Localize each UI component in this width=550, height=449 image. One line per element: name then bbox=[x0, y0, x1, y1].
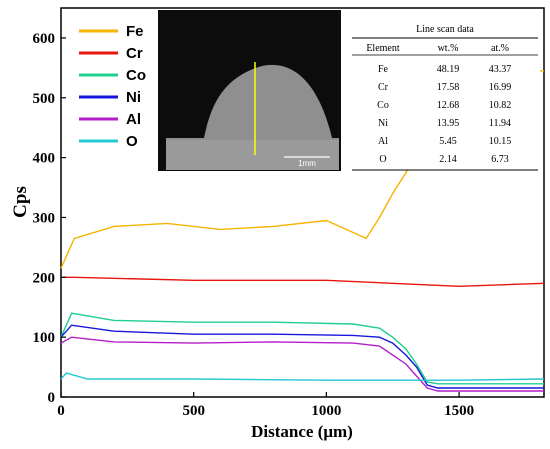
line-scan-table: Line scan data Element wt.% at.% Fe 48.19 43.… bbox=[350, 18, 540, 171]
legend-label-cr: Cr bbox=[126, 45, 143, 62]
table-cell: 48.19 bbox=[437, 64, 460, 75]
table-header: wt.% bbox=[438, 43, 459, 54]
x-tick-label: 1500 bbox=[444, 403, 474, 419]
table-cell: Fe bbox=[378, 64, 389, 75]
table-cell: 10.15 bbox=[489, 136, 512, 147]
table-cell: 43.37 bbox=[489, 64, 512, 75]
table-cell: 6.73 bbox=[491, 154, 509, 165]
legend-label-al: Al bbox=[126, 111, 141, 128]
legend-label-o: O bbox=[126, 133, 138, 150]
y-tick-label: 100 bbox=[33, 330, 56, 346]
y-tick-label: 400 bbox=[33, 151, 56, 167]
series-line-ni bbox=[60, 324, 544, 389]
table-cell: Cr bbox=[378, 82, 389, 93]
table-header: at.% bbox=[491, 43, 509, 54]
table-background bbox=[350, 18, 540, 170]
series-line-o bbox=[60, 372, 545, 381]
legend-label-co: Co bbox=[126, 67, 146, 84]
inset-scale-label: 1mm bbox=[298, 159, 316, 168]
x-tick-label: 0 bbox=[57, 403, 65, 419]
y-tick-label: 0 bbox=[48, 390, 56, 406]
series-line-al bbox=[60, 336, 544, 392]
table-cell: 10.82 bbox=[489, 100, 512, 111]
legend-label-ni: Ni bbox=[126, 89, 141, 106]
legend-label-fe: Fe bbox=[126, 23, 144, 40]
table-cell: 2.14 bbox=[439, 154, 457, 165]
table-cell: 11.94 bbox=[489, 118, 511, 129]
x-tick-label: 1000 bbox=[311, 403, 341, 419]
y-tick-label: 200 bbox=[33, 270, 56, 286]
table-cell: Ni bbox=[378, 118, 388, 129]
table-cell: O bbox=[379, 154, 386, 165]
axis-ticks: 0 500 1000 1500 0 100 200 300 400 500 600 bbox=[33, 31, 475, 419]
table-cell: Co bbox=[377, 100, 389, 111]
y-tick-label: 300 bbox=[33, 210, 56, 226]
table-header: Element bbox=[366, 43, 400, 54]
series-line-cr bbox=[61, 276, 545, 288]
table-cell: Al bbox=[378, 136, 388, 147]
table-cell: 17.58 bbox=[437, 82, 460, 93]
table-cell: 5.45 bbox=[439, 136, 457, 147]
legend: Fe Cr Co Ni Al O bbox=[79, 23, 146, 150]
x-tick-label: 500 bbox=[182, 403, 205, 419]
y-axis-title: Cps bbox=[10, 186, 31, 218]
table-cell: 12.68 bbox=[437, 100, 460, 111]
series-line-co bbox=[60, 312, 544, 385]
y-tick-label: 600 bbox=[33, 31, 56, 47]
table-cell: 16.99 bbox=[489, 82, 512, 93]
y-tick-label: 500 bbox=[33, 91, 56, 107]
inset-micrograph: 1mm bbox=[158, 10, 341, 171]
table-cell: 13.95 bbox=[437, 118, 460, 129]
table-title: Line scan data bbox=[416, 24, 474, 35]
x-axis-title: Distance (μm) bbox=[251, 422, 353, 441]
inset-substrate bbox=[166, 140, 339, 170]
